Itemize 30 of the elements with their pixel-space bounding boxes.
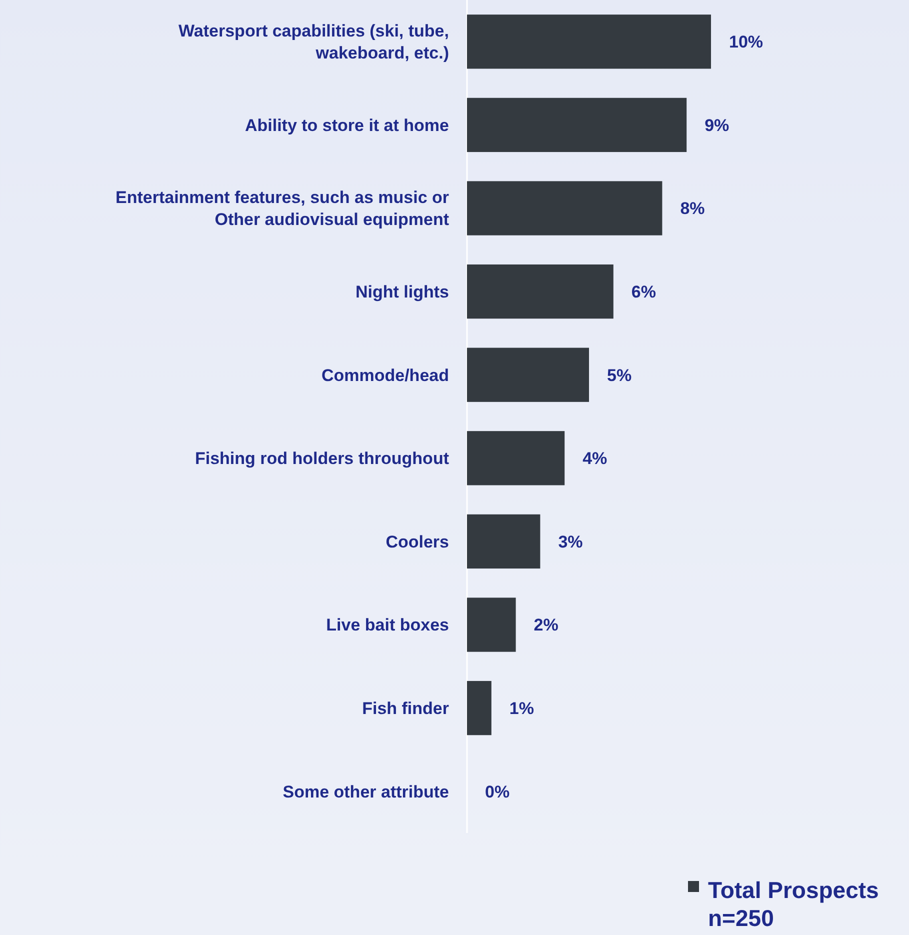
y-tick-label: Night lights	[356, 282, 449, 302]
data-label: 6%	[631, 282, 656, 302]
y-tick-label: Fishing rod holders throughout	[194, 449, 450, 468]
bar	[467, 181, 662, 236]
data-label: 10%	[729, 32, 764, 52]
y-tick-label: Live bait boxes	[326, 616, 449, 635]
data-label: 0%	[485, 782, 510, 802]
bar	[467, 514, 540, 569]
data-label: 8%	[680, 199, 705, 218]
y-tick-label: Watersport capabilities (ski, tube, wakeboard, etc.)	[178, 22, 449, 63]
y-tick-label: Entertainment features, such as music or Other audiovisual equipment	[116, 188, 450, 230]
y-tick-label: Fish finder	[362, 699, 450, 718]
data-label: 4%	[582, 449, 608, 468]
bar	[467, 348, 589, 402]
data-label: 3%	[558, 532, 583, 552]
data-label: 2%	[534, 616, 558, 635]
bar	[467, 264, 614, 319]
y-tick-label: Some other attribute	[282, 782, 449, 802]
y-tick-label: Commode/head	[321, 366, 449, 385]
bar	[467, 598, 516, 652]
data-label: 9%	[704, 116, 730, 135]
y-tick-label: Ability to store it at home	[244, 116, 449, 135]
data-label: 1%	[509, 699, 534, 718]
legend-label: Total Prospects n=250	[708, 877, 879, 932]
bar	[467, 680, 492, 736]
y-tick-label: Coolers	[386, 532, 449, 552]
data-label: 5%	[607, 366, 632, 385]
bar	[467, 98, 687, 152]
bar	[467, 431, 565, 486]
bar	[467, 14, 711, 69]
